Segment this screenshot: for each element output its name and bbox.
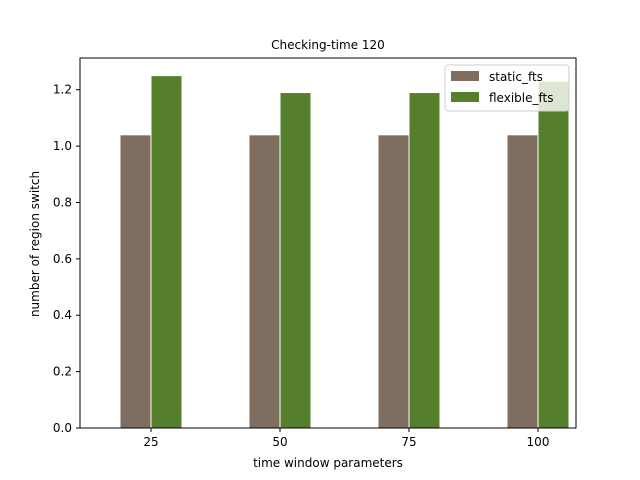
y-axis-label: number of region switch	[28, 171, 42, 317]
y-tick-label: 0.6	[53, 252, 72, 266]
y-tick-label: 0.4	[53, 308, 72, 322]
x-tick-label: 25	[143, 435, 158, 449]
bar-flexible_fts-25	[150, 75, 183, 429]
chart-title: Checking-time 120	[271, 38, 385, 52]
axes: 0.0 0.2 0.4 0.6 0.8 1.0 1.2 25 50 75 100	[53, 57, 577, 449]
bar-static_fts-75	[377, 134, 410, 429]
y-tick-label: 1.2	[53, 83, 72, 97]
legend-label-flexible_fts: flexible_fts	[489, 91, 553, 105]
bar-flexible_fts-50	[279, 92, 312, 429]
legend-swatch-flexible_fts	[451, 92, 479, 102]
bar-static_fts-50	[248, 134, 281, 429]
bar-flexible_fts-100	[537, 80, 570, 429]
axes-frame	[79, 57, 577, 429]
x-axis-label: time window parameters	[253, 456, 403, 470]
y-tick-label: 0.2	[53, 365, 72, 379]
x-tick-label: 75	[401, 435, 416, 449]
y-tick-label: 0.8	[53, 195, 72, 209]
y-tick-label: 1.0	[53, 139, 72, 153]
bar-flexible_fts-75	[408, 92, 441, 429]
x-tick-label: 50	[272, 435, 287, 449]
legend: static_fts flexible_fts	[444, 64, 570, 112]
bar-static_fts-25	[119, 134, 152, 429]
y-tick-label: 0.0	[53, 421, 72, 435]
legend-label-static_fts: static_fts	[489, 70, 543, 84]
bar-static_fts-100	[506, 134, 539, 429]
x-tick-label: 100	[527, 435, 550, 449]
legend-swatch-static_fts	[451, 71, 479, 81]
plot-area	[119, 75, 570, 429]
